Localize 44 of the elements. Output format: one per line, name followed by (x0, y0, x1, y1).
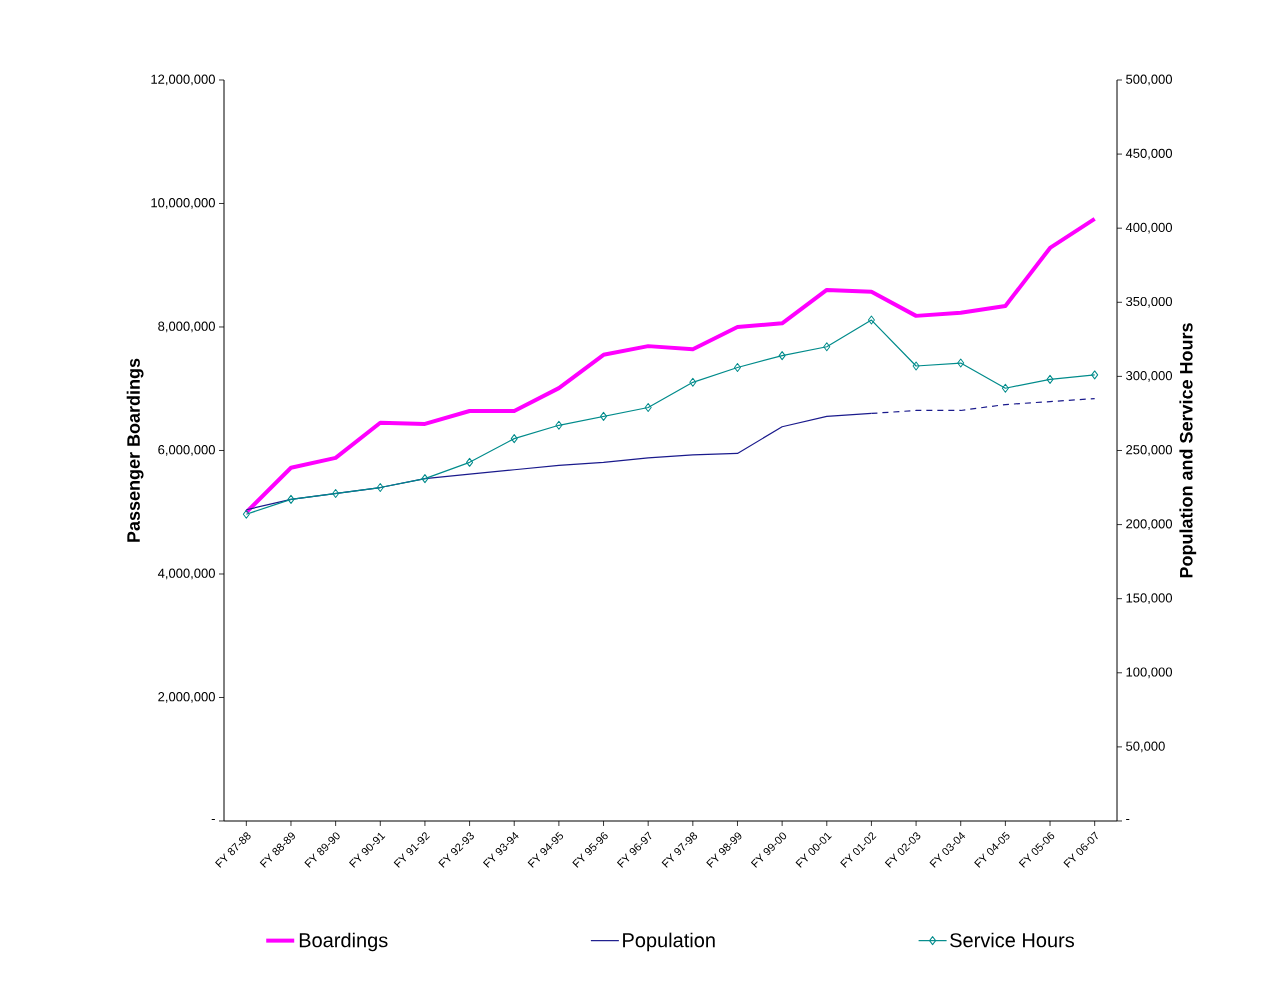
y-tick-label: 4,000,000 (157, 568, 215, 580)
y-tick-label: - (211, 819, 215, 821)
point (823, 342, 831, 352)
y2-tick-label: 100,000 (1126, 667, 1173, 679)
y2-tick-label: 150,000 (1126, 593, 1173, 605)
y-tick-label: 6,000,000 (158, 445, 215, 456)
legend-label: Service Hours (950, 932, 1075, 948)
point (466, 457, 474, 467)
y-tick-label: 12,000,000 (151, 74, 215, 86)
point (600, 411, 608, 421)
point (733, 362, 741, 372)
point (1046, 374, 1054, 384)
point (287, 494, 295, 504)
y2-tick-label: 400,000 (1125, 222, 1173, 234)
line-series (244, 216, 1097, 515)
y2-tick-label: - (1126, 819, 1130, 821)
point (1001, 383, 1009, 393)
y2-tick-label: 250,000 (1126, 445, 1173, 456)
y2-tick-label: 350,000 (1126, 296, 1173, 308)
point (957, 358, 965, 368)
point (555, 420, 563, 430)
y-axis-title: Passenger Boardings (126, 358, 144, 542)
legend-label: Population (623, 932, 715, 952)
y2-tick-label: 300,000 (1126, 371, 1173, 382)
y2-axis-title: Population and Service Hours (1179, 323, 1197, 578)
point (689, 377, 697, 387)
y2-tick-label: 50,000 (1126, 741, 1165, 753)
y2-tick-label: 500,000 (1126, 74, 1173, 86)
point (510, 434, 518, 444)
point (644, 403, 652, 413)
point (376, 483, 384, 493)
y-tick-label: 10,000,000 (151, 198, 215, 209)
point (867, 315, 875, 325)
legend-label: Boardings (299, 932, 388, 952)
point (1091, 370, 1099, 380)
y-tick-label: 8,000,000 (158, 321, 215, 333)
point (421, 474, 429, 484)
point (912, 361, 920, 371)
point (778, 351, 786, 361)
y2-tick-label: 200,000 (1126, 519, 1173, 530)
point (242, 509, 250, 519)
y-tick-label: 2,000,000 (158, 692, 215, 703)
y2-tick-label: 450,000 (1125, 148, 1173, 160)
point (332, 488, 340, 498)
